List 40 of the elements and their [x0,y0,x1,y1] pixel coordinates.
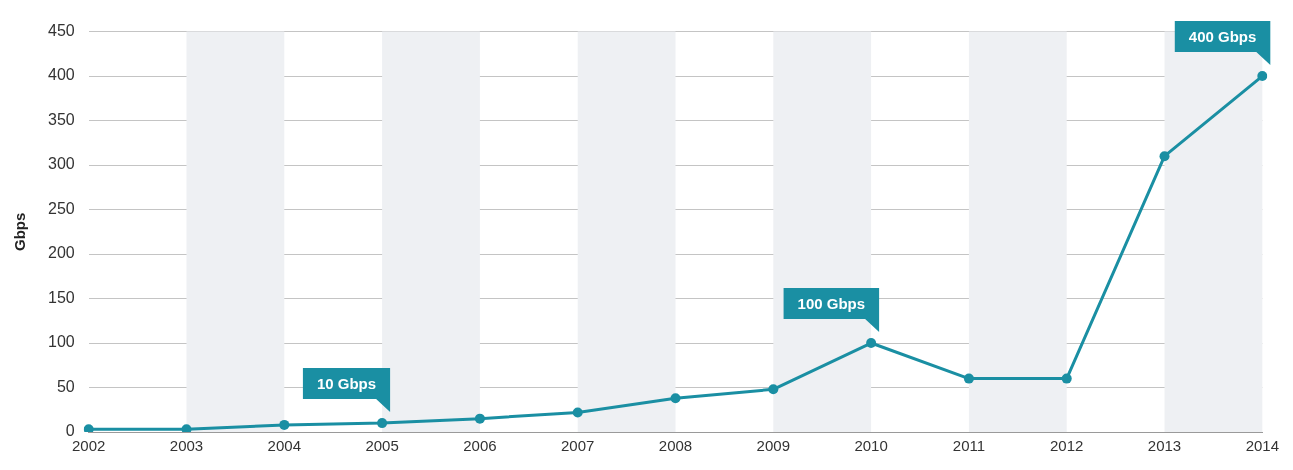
annotation: 100 Gbps [797,294,866,312]
y-tick-label: 350 [47,110,75,128]
x-tick-label: 2004 [267,437,301,455]
x-tick-label: 2003 [169,437,204,455]
x-tick-label: 2011 [952,437,986,455]
point [768,384,779,395]
x-tick-label: 2010 [854,437,888,455]
point [963,373,974,384]
y-tick-label: 400 [47,66,75,84]
annotation: 10 Gbps [316,374,377,392]
point [377,418,388,429]
y-tick-label: 50 [56,377,75,395]
point [474,413,485,424]
point [1257,71,1268,82]
y-axis-title: Gbps [11,212,29,251]
y-tick-label: 300 [47,155,75,173]
point [1061,373,1072,384]
x-tick-label: 2014 [1245,437,1279,455]
y-tick-label: 0 [65,422,75,440]
x-tick-label: 2008 [658,437,693,455]
x-tick-label: 2006 [463,437,497,455]
x-tick-label: 2013 [1147,437,1182,455]
x-tick-label: 2002 [72,437,106,455]
y-tick-label: 250 [47,199,75,217]
x-tick-label: 2005 [365,437,399,455]
x-tick-label: 2007 [561,437,595,455]
y-tick-label: 150 [47,288,75,306]
point [1159,151,1170,162]
y-tick-label: 450 [47,22,75,40]
annotation: 400 Gbps [1188,27,1257,45]
y-tick-label: 100 [47,333,75,351]
x-tick-label: 2009 [756,437,790,455]
point [670,393,681,404]
point [181,424,192,432]
point [866,338,877,349]
y-tick-label: 200 [47,244,75,262]
point [279,419,290,430]
point [572,407,583,418]
x-tick-label: 2012 [1050,437,1084,455]
point [83,424,94,432]
